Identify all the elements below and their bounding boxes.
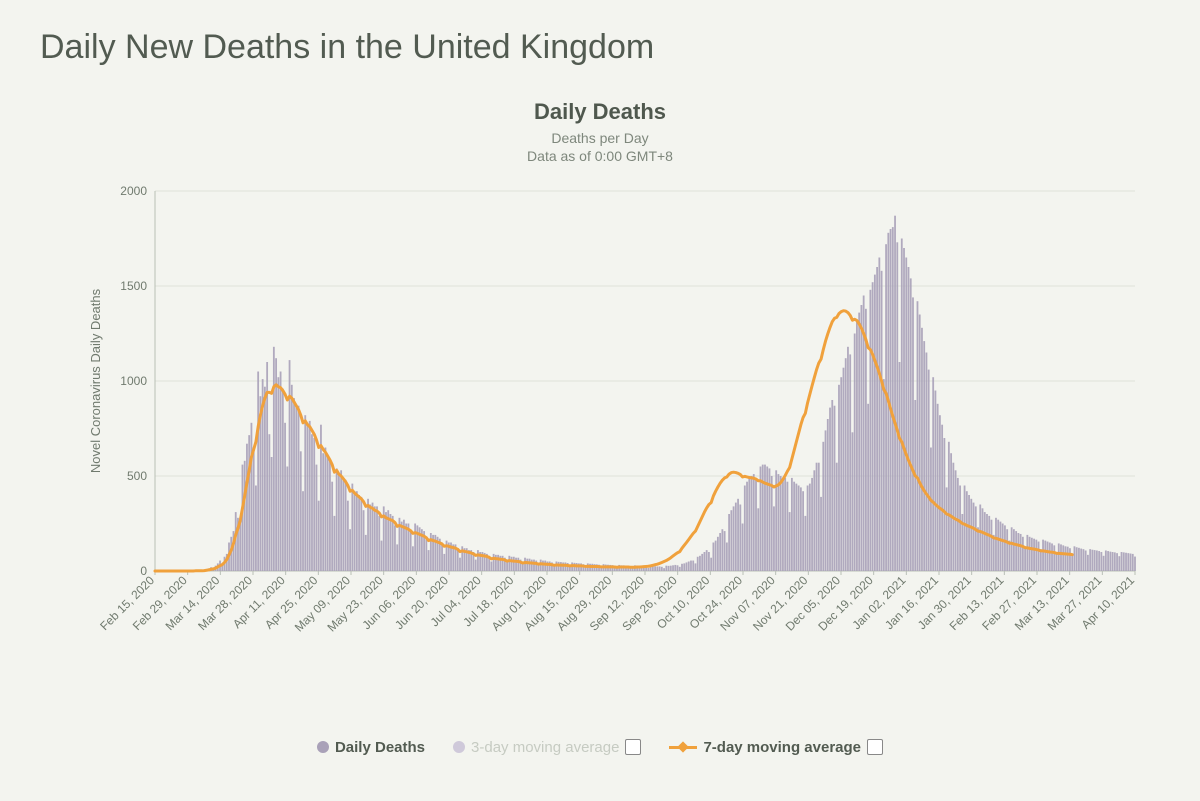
svg-text:2000: 2000 [120, 184, 147, 198]
legend-item-ma3[interactable]: 3-day moving average [453, 739, 641, 756]
svg-text:1000: 1000 [120, 374, 147, 388]
legend-label-ma7: 7-day moving average [703, 739, 861, 756]
page-root: Daily New Deaths in the United Kingdom D… [0, 0, 1200, 801]
svg-text:500: 500 [127, 469, 147, 483]
page-title: Daily New Deaths in the United Kingdom [40, 28, 1160, 67]
legend-checkbox-ma7[interactable] [867, 739, 883, 755]
legend-checkbox-ma3[interactable] [625, 739, 641, 755]
legend: Daily Deaths 3-day moving average 7-day mo… [45, 723, 1155, 771]
legend-item-ma7[interactable]: 7-day moving average [669, 739, 883, 756]
legend-label-ma3: 3-day moving average [471, 739, 619, 756]
legend-item-bars[interactable]: Daily Deaths [317, 739, 425, 756]
svg-text:Novel Coronavirus Daily Deaths: Novel Coronavirus Daily Deaths [88, 288, 103, 473]
svg-text:1500: 1500 [120, 279, 147, 293]
legend-label-bars: Daily Deaths [335, 739, 425, 756]
chart-area: Daily Deaths Deaths per Day Data as of 0… [45, 71, 1155, 771]
legend-swatch-ma7 [669, 741, 697, 753]
legend-swatch-ma3 [453, 741, 465, 753]
chart-svg: 0500100015002000Novel Coronavirus Daily … [45, 71, 1155, 731]
legend-swatch-bars [317, 741, 329, 753]
